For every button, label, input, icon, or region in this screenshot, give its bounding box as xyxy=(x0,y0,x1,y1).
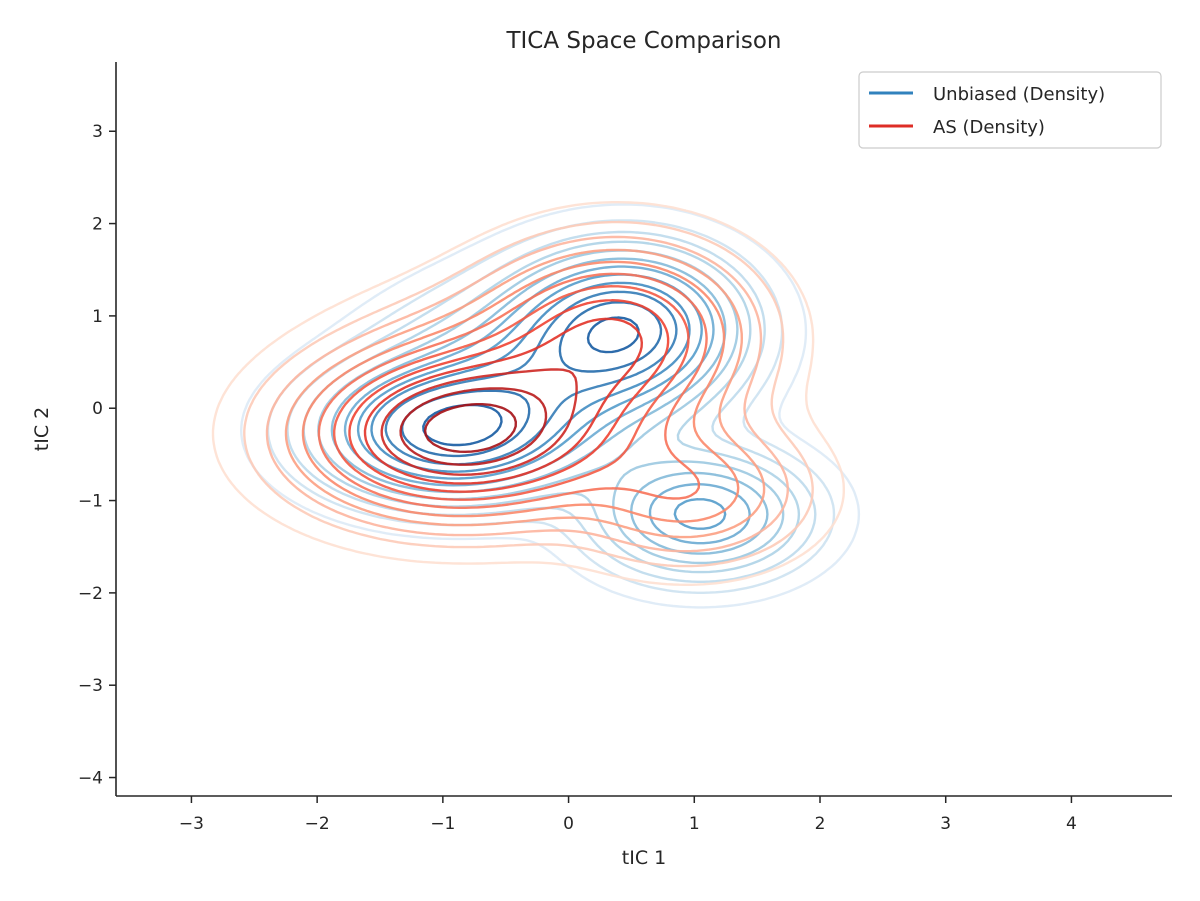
contour-line xyxy=(301,260,740,523)
legend-box xyxy=(858,71,1162,149)
x-tick-label: −2 xyxy=(305,814,330,834)
contour-line xyxy=(423,403,517,453)
y-tick-label: −3 xyxy=(78,676,103,696)
contour-line xyxy=(370,281,691,473)
x-tick-label: 3 xyxy=(940,814,951,834)
contour-line xyxy=(343,265,751,545)
x-tick-label: 2 xyxy=(815,814,826,834)
contour-line xyxy=(333,285,690,501)
contour-line xyxy=(265,235,789,553)
y-tick-label: −1 xyxy=(78,492,103,512)
x-tick-label: 0 xyxy=(563,814,574,834)
contour-line xyxy=(384,290,678,466)
x-tick-label: −1 xyxy=(430,814,455,834)
contour-layer xyxy=(211,201,861,609)
y-tick-label: −4 xyxy=(78,769,103,789)
x-tick-label: 4 xyxy=(1066,814,1077,834)
y-tick-label: 0 xyxy=(92,399,103,419)
x-ticks: −3 −2 −1 0 1 2 3 4 xyxy=(179,796,1077,834)
contour-line xyxy=(211,201,845,586)
legend-label-unbiased: Unbiased (Density) xyxy=(933,84,1105,105)
y-tick-label: 2 xyxy=(92,215,103,235)
contour-series-1 xyxy=(211,201,845,586)
contour-line xyxy=(284,248,766,539)
x-tick-label: −3 xyxy=(179,814,204,834)
plot-area xyxy=(211,201,861,609)
contour-line xyxy=(348,299,670,493)
y-axis-title: tIC 2 xyxy=(31,407,53,451)
y-tick-label: 3 xyxy=(92,122,103,142)
x-axis-title: tIC 1 xyxy=(622,847,666,869)
y-tick-label: −2 xyxy=(78,584,103,604)
chart-title: TICA Space Comparison xyxy=(505,28,781,54)
contour-series-0 xyxy=(240,203,861,609)
contour-line xyxy=(380,368,578,476)
y-ticks: −4 −3 −2 −1 0 1 2 3 xyxy=(78,122,116,789)
contour-line xyxy=(399,387,548,466)
contour-line xyxy=(363,317,643,485)
y-tick-label: 1 xyxy=(92,307,103,327)
contour-line xyxy=(317,272,708,509)
contour-line xyxy=(243,220,814,568)
x-tick-label: 1 xyxy=(689,814,700,834)
legend-label-as: AS (Density) xyxy=(933,117,1045,138)
legend: Unbiased (Density) AS (Density) xyxy=(858,71,1162,149)
